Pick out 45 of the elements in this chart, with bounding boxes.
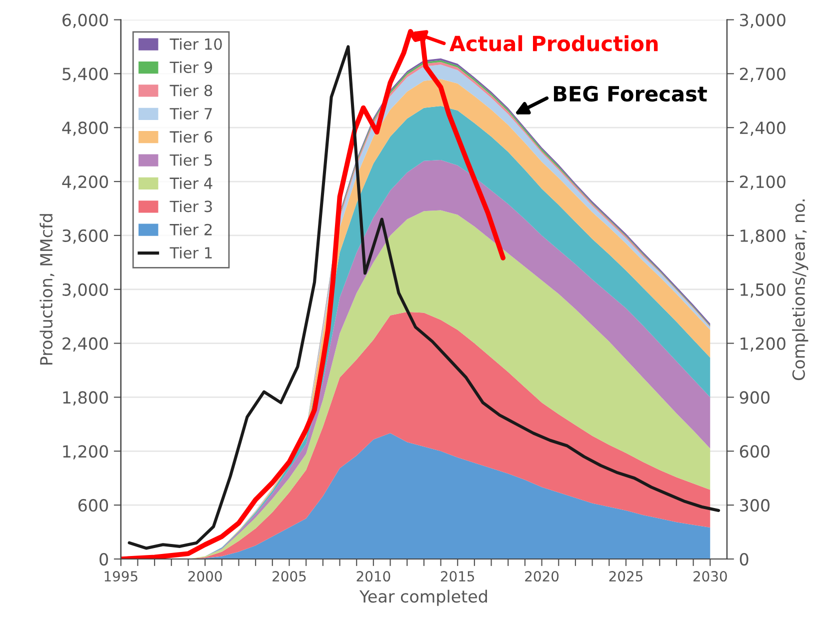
x-axis-title: Year completed xyxy=(359,590,487,606)
x-tick-label: 2020 xyxy=(525,571,559,582)
x-tick-label: 1995 xyxy=(104,571,138,582)
x-tick-label: 2005 xyxy=(272,571,306,582)
y2-tick-label: 1,800 xyxy=(740,229,786,244)
y-tick-label: 1,200 xyxy=(63,445,108,460)
y2-axis-title: Completions/year, no. xyxy=(792,200,808,380)
x-tick-label: 2025 xyxy=(609,571,642,582)
y2-tick-label: 0 xyxy=(740,552,748,566)
legend-label: Tier 6 xyxy=(170,130,212,143)
y2-tick-label: 2,100 xyxy=(740,175,786,190)
y-tick-label: 5,400 xyxy=(62,68,108,82)
x-tick-label: 2010 xyxy=(356,571,390,582)
y2-tick-label: 2,400 xyxy=(740,122,786,136)
y-tick-label: 0 xyxy=(100,552,108,566)
y-tick-label: 2,400 xyxy=(62,337,108,352)
legend-label: Tier 3 xyxy=(170,200,212,212)
y2-tick-label: 300 xyxy=(740,499,770,512)
y-tick-label: 3,000 xyxy=(62,283,108,298)
x-tick-label: 2030 xyxy=(693,571,727,582)
legend-label: Tier 10 xyxy=(170,38,222,50)
y2-tick-label: 2,700 xyxy=(740,68,786,82)
legend-label: Tier 8 xyxy=(170,84,212,96)
y2-tick-label: 3,000 xyxy=(740,14,786,28)
legend-label: Tier 4 xyxy=(170,177,212,190)
y-tick-label: 3,600 xyxy=(62,229,108,244)
annotation: BEG Forecast xyxy=(554,86,707,102)
legend-label: Tier 1 xyxy=(170,246,212,259)
x-tick-label: 2015 xyxy=(440,571,474,582)
y2-tick-label: 1,500 xyxy=(740,283,786,298)
y-tick-label: 600 xyxy=(78,499,108,512)
legend-label: Tier 7 xyxy=(170,108,212,120)
legend-label: Tier 5 xyxy=(170,154,212,166)
y-tick-label: 6,000 xyxy=(62,14,108,28)
y-tick-label: 4,800 xyxy=(62,122,108,136)
y2-tick-label: 900 xyxy=(740,391,770,404)
y2-tick-label: 1,200 xyxy=(740,337,786,352)
y-tick-label: 4,200 xyxy=(62,175,108,190)
legend-label: Actual Production xyxy=(449,35,658,52)
x-tick-label: 2000 xyxy=(188,571,222,582)
legend-label: Tier 2 xyxy=(170,224,212,236)
legend-label: Tier 9 xyxy=(170,61,212,74)
y2-tick-label: 600 xyxy=(740,445,770,458)
y-tick-label: 1,800 xyxy=(63,391,108,406)
y-axis-title: Production, MMcfd xyxy=(40,214,54,365)
